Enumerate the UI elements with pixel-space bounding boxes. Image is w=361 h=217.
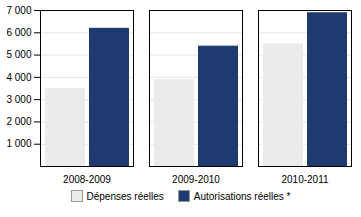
svg-text:1 000: 1 000	[6, 138, 31, 149]
svg-text:5 000: 5 000	[6, 49, 31, 60]
html-text:Autorisations réelles *: Autorisations réelles *	[193, 190, 291, 202]
html-text:Dépenses réelles: Dépenses réelles	[86, 190, 164, 202]
svg-text:7 000: 7 000	[6, 5, 31, 16]
svg-text:3 000: 3 000	[6, 94, 31, 105]
svg-text:2 000: 2 000	[6, 116, 31, 127]
svg-text:4 000: 4 000	[6, 72, 31, 83]
svg-text:2010-2011: 2010-2011	[281, 174, 329, 185]
svg-text:2009-2010: 2009-2010	[172, 174, 220, 185]
svg-text:6 000: 6 000	[6, 27, 31, 38]
svg-text:2008-2009: 2008-2009	[63, 174, 111, 185]
